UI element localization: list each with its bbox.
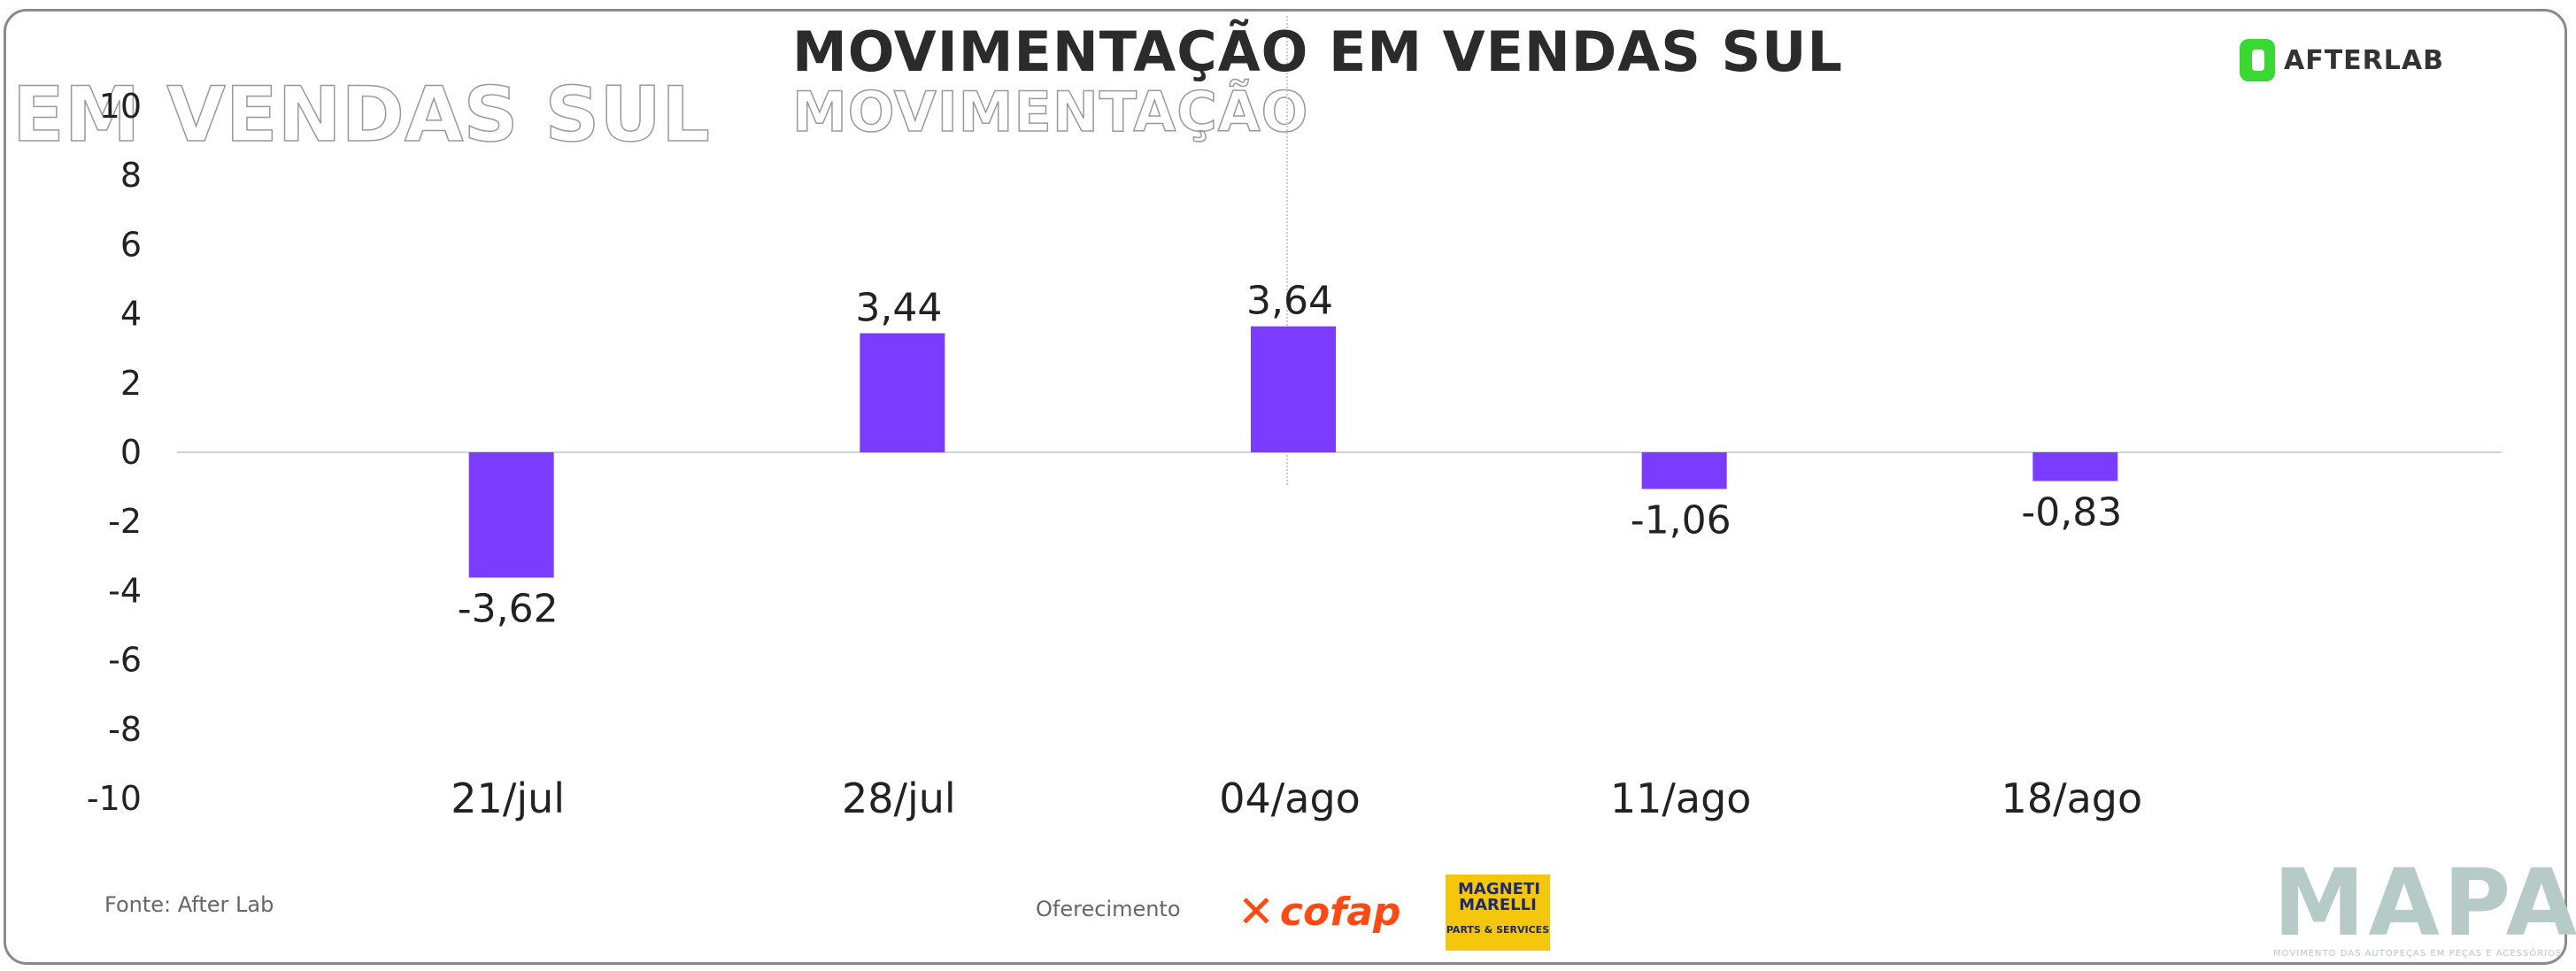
x-tick-label: 28/jul: [842, 774, 956, 822]
bar-chart: 10 8 6 4 2 0 -2 -4 -6 -8 -10 -3,62 3,44 3,64 -1,06 -0,…: [87, 87, 2502, 822]
bar: [1641, 452, 1727, 489]
afterlab-logo: AFTERLAB: [2240, 35, 2444, 85]
y-tick-label: -2: [108, 502, 142, 541]
y-tick-label: -8: [108, 710, 142, 749]
x-tick-label: 11/ago: [1610, 774, 1752, 822]
bar: [1251, 326, 1336, 452]
mapa-tagline: MOVIMENTO DAS AUTOPEÇAS EM PEÇAS E ACESS…: [2273, 949, 2563, 959]
mapa-logo: MAPA MOVIMENTO DAS AUTOPEÇAS EM PEÇAS E …: [2273, 849, 2576, 959]
data-labels: -3,62 3,44 3,64 -1,06 -0,83: [458, 279, 2123, 632]
cofap-logo-text: cofap: [1279, 889, 1401, 935]
y-tick-label: 6: [120, 225, 142, 264]
y-tick-label: -4: [108, 571, 142, 610]
bar: [468, 452, 554, 578]
ghost-divider: [1286, 16, 1288, 485]
cofap-mark-icon: ✕: [1238, 886, 1275, 937]
data-label: -3,62: [458, 587, 559, 632]
bar: [860, 333, 945, 452]
afterlab-mark-icon: [2240, 39, 2275, 81]
mapa-logo-text: MAPA: [2273, 849, 2576, 957]
ghost-subtitle-left: EM VENDAS SUL: [12, 70, 710, 160]
chart-frame: [4, 9, 2567, 965]
y-tick-label: 8: [120, 156, 142, 195]
y-tick-label: -10: [87, 779, 142, 818]
y-tick-label: 4: [120, 295, 142, 334]
source-note: Fonte: After Lab: [104, 892, 274, 917]
y-tick-label: 10: [99, 87, 142, 126]
magneti-marelli-logo: MAGNETI MARELLI PARTS & SERVICES: [1446, 875, 1550, 951]
y-axis-ticks: 10 8 6 4 2 0 -2 -4 -6 -8 -10: [87, 87, 142, 818]
data-label: -1,06: [1631, 497, 1731, 543]
ghost-title: MOVIMENTAÇÃO: [791, 79, 1309, 145]
data-label: 3,64: [1246, 279, 1333, 324]
y-tick-label: -6: [108, 641, 142, 680]
bar: [2032, 452, 2118, 482]
cofap-logo: ✕ cofap: [1238, 885, 1401, 938]
data-label: 3,44: [855, 285, 942, 330]
y-tick-label: 0: [120, 433, 142, 472]
sponsor-label: Oferecimento: [1036, 897, 1181, 921]
data-label: -0,83: [2021, 489, 2122, 535]
y-tick-label: 2: [120, 364, 142, 403]
x-tick-label: 18/ago: [2001, 774, 2143, 822]
x-axis-labels: 21/jul 28/jul 04/ago 11/ago 18/ago: [451, 774, 2142, 822]
magneti-marelli-tagline: PARTS & SERVICES: [1446, 924, 1550, 936]
x-tick-label: 04/ago: [1219, 774, 1361, 822]
chart-title: MOVIMENTAÇÃO EM VENDAS SUL: [792, 19, 1844, 84]
afterlab-logo-text: AFTERLAB: [2284, 44, 2444, 76]
magneti-marelli-name: MAGNETI MARELLI: [1458, 880, 1540, 914]
x-tick-label: 21/jul: [451, 774, 565, 822]
bars: [468, 326, 2118, 578]
